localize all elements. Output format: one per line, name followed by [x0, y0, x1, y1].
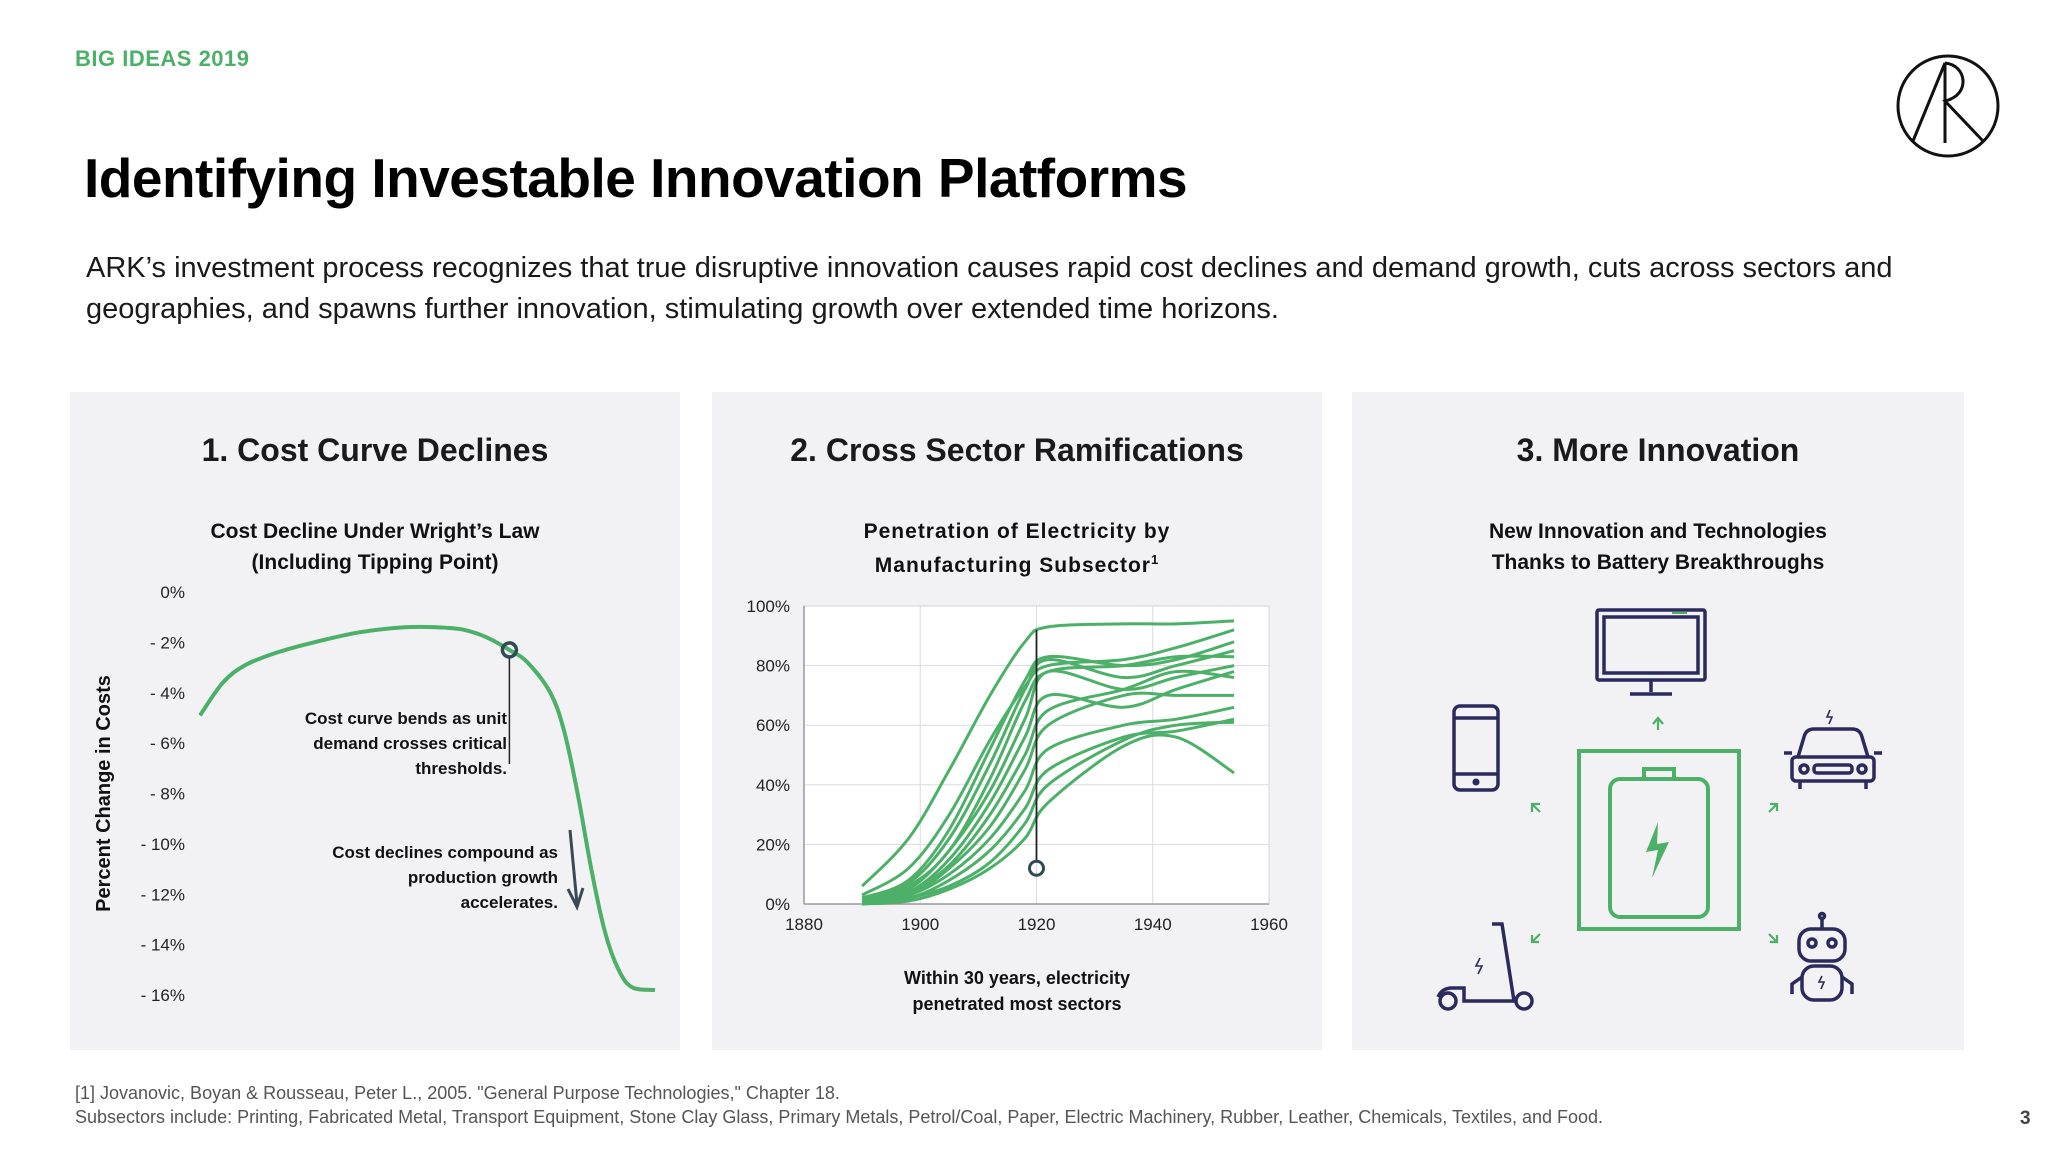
y-tick-label: 100% — [747, 597, 790, 616]
y-axis-label: Percent Change in Costs — [93, 675, 115, 912]
y-tick-label: 40% — [756, 776, 790, 795]
y-tick-label: - 4% — [150, 684, 185, 703]
electricity-penetration-chart: 1880 1900 1920 1940 1960 0% 20% 40% 60% 80% 100% — [747, 597, 1288, 934]
annotation-text: production growth — [408, 868, 558, 887]
car-icon — [1784, 709, 1882, 789]
cost-curve-chart: 0% - 2% - 4% - 6% - 8% - 10% - 12% - 14% - 16% Pe… — [93, 583, 656, 1005]
subsector-series-line — [861, 664, 1235, 903]
battery-icon — [1577, 749, 1741, 931]
footnote: [1] Jovanovic, Boyan & Rousseau, Peter L… — [75, 1081, 1603, 1129]
y-tick-label: - 10% — [141, 835, 185, 854]
subsector-series-line — [861, 720, 1235, 906]
chart-subtitle-line1: Penetration of Electricity by — [863, 520, 1171, 543]
footnote-line2: Subsectors include: Printing, Fabricated… — [75, 1107, 1604, 1127]
chart-subtitle-line2-text: Manufacturing Subsector — [874, 554, 1151, 577]
panel-title: 2. Cross Sector Ramifications — [790, 432, 1244, 468]
cost-curve-line — [198, 624, 656, 992]
annotation-text: thresholds. — [415, 759, 507, 778]
subsector-series-line — [861, 628, 1235, 897]
panel-title: 1. Cost Curve Declines — [201, 432, 549, 468]
year-1920-marker — [1028, 859, 1045, 877]
chart-subtitle: Penetration of Electricity by Manufactur… — [712, 516, 1322, 581]
subsector-series-line — [862, 733, 1235, 906]
chart-subtitle-line2: (Including Tipping Point) — [251, 551, 499, 574]
chart-caption-line2: penetrated most sectors — [912, 994, 1122, 1014]
footnote-marker: 1 — [1150, 552, 1160, 567]
down-arrow-head-icon — [566, 887, 585, 911]
chart-caption-line1: Within 30 years, electricity — [904, 968, 1130, 988]
y-tick-label: 0% — [765, 895, 790, 914]
y-tick-label: 0% — [160, 583, 185, 602]
y-tick-label: - 14% — [141, 936, 185, 955]
x-tick-label: 1880 — [785, 915, 823, 934]
y-tick-label: - 8% — [150, 785, 185, 804]
subsector-series-line — [861, 640, 1235, 900]
panel-title: 3. More Innovation — [1516, 432, 1800, 468]
panel-cross-sector: 2. Cross Sector Ramifications Penetratio… — [712, 392, 1322, 1050]
y-tick-label: 80% — [756, 657, 790, 676]
battery-innovation-diagram — [1436, 608, 1882, 1011]
arrow-icons — [1530, 716, 1779, 944]
chart-subtitle: New Innovation and Technologies Thanks t… — [1352, 516, 1964, 578]
ark-logo-icon — [1896, 54, 2000, 158]
subsector-series-line — [861, 669, 1235, 903]
annotation-text: accelerates. — [461, 893, 558, 912]
annotation-text: Cost curve bends as unit — [305, 709, 507, 728]
page-title: Identifying Investable Innovation Platfo… — [84, 147, 1188, 209]
x-tick-label: 1960 — [1250, 915, 1288, 934]
page-number: 3 — [2020, 1108, 2031, 1129]
chart-subtitle: Cost Decline Under Wright’s Law (Includi… — [70, 516, 680, 578]
chart-subtitle-line1: New Innovation and Technologies — [1489, 520, 1827, 543]
x-tick-label: 1900 — [901, 915, 939, 934]
annotation-text: demand crosses critical — [313, 734, 507, 753]
scooter-icon — [1436, 922, 1534, 1011]
y-tick-label: - 12% — [141, 885, 185, 904]
panel-more-innovation: 3. More Innovation New Innovation and Te… — [1352, 392, 1964, 1050]
chart-subtitle-line2: Manufacturing Subsector1 — [712, 544, 1322, 581]
y-tick-label: 60% — [756, 716, 790, 735]
smartphone-icon — [1452, 704, 1500, 792]
eyebrow-label: BIG IDEAS 2019 — [75, 46, 250, 71]
down-arrow-icon — [568, 829, 579, 905]
monitor-icon — [1595, 608, 1707, 696]
robot-icon — [1790, 911, 1854, 1002]
x-tick-label: 1920 — [1018, 915, 1056, 934]
subsector-series-line — [861, 705, 1235, 903]
x-tick-label: 1940 — [1134, 915, 1172, 934]
y-tick-label: 20% — [756, 835, 790, 854]
tipping-point-marker — [500, 641, 519, 659]
y-tick-label: - 6% — [150, 734, 185, 753]
chart-caption: Within 30 years, electricity penetrated … — [712, 965, 1322, 1017]
y-tick-label: - 16% — [141, 986, 185, 1005]
subsector-series-line — [861, 649, 1235, 900]
annotation-text: Cost declines compound as — [332, 843, 558, 862]
subsector-series-line — [861, 619, 1235, 888]
intro-paragraph: ARK’s investment process recognizes that… — [86, 252, 1893, 325]
chart-subtitle-line2: Thanks to Battery Breakthroughs — [1491, 551, 1825, 574]
footnote-line1: [1] Jovanovic, Boyan & Rousseau, Peter L… — [75, 1083, 840, 1103]
y-tick-label: - 2% — [150, 633, 185, 652]
panel-cost-curve: 1. Cost Curve Declines Cost Decline Unde… — [70, 392, 680, 1050]
chart-subtitle-line1: Cost Decline Under Wright’s Law — [210, 520, 540, 543]
